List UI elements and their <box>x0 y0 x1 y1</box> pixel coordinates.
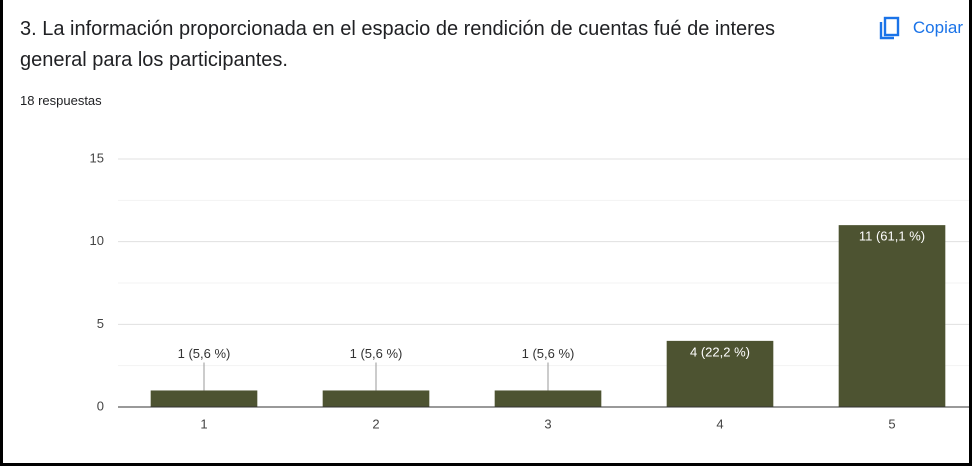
x-tick-label: 2 <box>372 416 379 431</box>
y-tick-label: 15 <box>90 150 104 165</box>
data-label: 1 (5,6 %) <box>522 346 575 361</box>
chart: 0 5 10 15 1 1 (5,6 %) 2 1 (5,6 %) 3 1 (5,6 %) 4 4 (… <box>90 150 969 431</box>
question-title: 3. La información proporcionada en el es… <box>20 18 775 71</box>
x-tick-label: 1 <box>200 416 207 431</box>
bar <box>494 390 602 407</box>
x-tick-label: 3 <box>544 416 551 431</box>
y-tick-label: 0 <box>97 398 104 413</box>
y-tick-label: 10 <box>90 233 104 248</box>
y-tick-label: 5 <box>97 316 104 331</box>
bar <box>838 225 946 407</box>
x-tick-label: 5 <box>888 416 895 431</box>
bar <box>322 390 430 407</box>
data-label: 1 (5,6 %) <box>350 346 403 361</box>
data-label: 1 (5,6 %) <box>178 346 231 361</box>
bar <box>150 390 258 407</box>
data-label: 4 (22,2 %) <box>690 344 750 359</box>
x-tick-label: 4 <box>716 416 723 431</box>
response-count: 18 respuestas <box>20 93 102 108</box>
bar <box>666 340 774 407</box>
data-label: 11 (61,1 %) <box>859 229 925 244</box>
copy-label[interactable]: Copiar <box>912 18 963 37</box>
copy-icon <box>879 16 900 40</box>
copy-button[interactable]: Copiar <box>879 16 963 40</box>
